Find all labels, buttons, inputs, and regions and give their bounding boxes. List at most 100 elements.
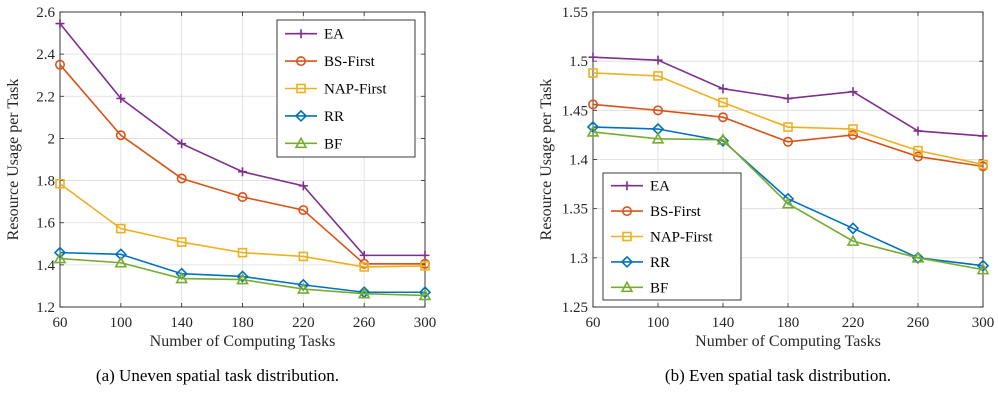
chart-a-legend-item: EA — [285, 27, 344, 43]
chart-b-caption: (b) Even spatial task distribution. — [665, 366, 891, 385]
chart-a-x-tick-label: 260 — [353, 315, 376, 331]
chart-b-data-point — [913, 145, 923, 156]
chart-b-data-point — [846, 234, 860, 246]
chart-a-data-point — [53, 251, 67, 264]
chart-b-data-point — [718, 84, 728, 94]
chart-a-legend-item: BS-First — [285, 54, 376, 70]
chart-b-series-bf — [586, 125, 990, 275]
chart-a-series-line — [59, 64, 425, 265]
chart-a-data-point — [296, 282, 310, 294]
chart-a-data-point — [55, 19, 65, 29]
chart-b-legend: EA BS-First NAP-First RR BF — [602, 172, 742, 301]
chart-a-y-tick-label: 1.4 — [36, 258, 55, 274]
chart-a-data-point — [418, 288, 432, 301]
chart-a-data-point — [418, 286, 432, 299]
chart-b-data-point — [846, 222, 860, 235]
chart-b-data-point — [781, 197, 795, 209]
chart-b-legend-label: BF — [650, 280, 668, 296]
chart-b-data-point — [783, 122, 793, 132]
chart-a-y-tick-label: 2.2 — [36, 89, 55, 105]
chart-b-data-point — [976, 259, 990, 272]
chart-b-legend-item: BS-First — [611, 204, 702, 220]
chart-a-legend-marker — [296, 29, 306, 39]
chart-a-x-axis-label: Number of Computing Tasks — [150, 333, 336, 350]
chart-b-legend-marker — [621, 206, 632, 217]
chart-a-x-tick-label: 140 — [170, 315, 193, 331]
chart-a-legend-marker — [294, 109, 308, 123]
chart-a-legend-label: NAP-First — [324, 82, 387, 98]
chart-b-legend-marker — [620, 280, 634, 293]
chart-b-data-point — [587, 99, 598, 110]
chart-b-series-line — [592, 72, 984, 166]
chart-a-y-tick-label: 1.2 — [36, 300, 55, 316]
chart-b-legend-label: RR — [650, 255, 670, 271]
chart-b-x-tick-label: 300 — [972, 315, 995, 331]
chart-a-y-tick-label: 2.6 — [36, 5, 55, 21]
chart-b-x-tick-label: 140 — [712, 315, 735, 331]
chart-a-legend-label: EA — [324, 27, 344, 43]
chart-a-data-point — [359, 250, 369, 260]
chart-b-y-tick-label: 1.55 — [562, 5, 588, 21]
chart-a-legend-marker — [295, 56, 306, 67]
chart-a-legend-item: NAP-First — [285, 82, 387, 98]
chart-a-legend-label: BF — [324, 136, 342, 152]
chart-b-x-tick-label: 60 — [586, 315, 601, 331]
chart-a-data-point — [115, 130, 126, 141]
chart-b-legend-item: NAP-First — [611, 230, 713, 246]
chart-b-y-axis-label: Resource Usage per Task — [538, 79, 555, 241]
chart-a-series-line — [59, 257, 426, 297]
chart-b-series-line — [592, 131, 984, 271]
chart-b-data-point — [653, 71, 663, 81]
chart-a-x-tick-label: 100 — [110, 315, 133, 331]
chart-a-data-point — [237, 247, 248, 258]
chart-a-data-point — [55, 178, 65, 189]
chart-a-x-tick-label: 300 — [414, 315, 437, 331]
chart-a-data-point — [175, 271, 189, 284]
chart-b-y-tick-label: 1.3 — [569, 251, 588, 267]
chart-a-data-point — [420, 250, 430, 260]
chart-a-x-tick-label: 220 — [292, 315, 315, 331]
chart-a-series-line — [59, 251, 425, 294]
chart-a-data-point — [53, 246, 67, 259]
chart-a-data-point — [238, 167, 247, 177]
chart-a-data-point — [236, 272, 249, 285]
chart-a-data-point — [298, 181, 308, 191]
chart-a-y-axis-label: Resource Usage per Task — [5, 79, 22, 241]
chart-b-y-tick-label: 1.45 — [562, 103, 588, 119]
chart-a-data-point — [176, 237, 187, 247]
chart-b-x-tick-label: 100 — [647, 315, 670, 331]
chart-a-data-point — [420, 261, 430, 271]
chart-b-data-point — [716, 133, 730, 145]
chart-b-legend-item: BF — [611, 280, 668, 296]
chart-b-data-point — [911, 251, 925, 263]
chart-a-data-point — [237, 192, 248, 203]
chart-b-legend-item: RR — [611, 255, 670, 271]
chart-b-x-axis-label: Number of Computing Tasks — [695, 333, 881, 350]
chart-b-data-point — [717, 112, 728, 123]
chart-a-data-point — [116, 223, 126, 234]
chart-b-y-tick-label: 1.25 — [562, 300, 588, 316]
chart-b-data-point — [718, 97, 728, 108]
chart-a-legend-item: RR — [285, 109, 344, 125]
chart-b-legend-label: BS-First — [650, 204, 702, 220]
chart-a-legend-marker — [294, 136, 308, 149]
chart-b-series-ea — [588, 52, 988, 141]
chart-a-data-point — [298, 251, 309, 262]
chart-a-axes-box — [59, 11, 426, 308]
chart-a-y-tick-label: 2 — [48, 131, 56, 147]
chart-b-data-point — [913, 126, 923, 136]
chart-a-series-line — [59, 183, 426, 268]
chart-a-series-ea — [55, 19, 430, 260]
chart-b-legend-label: EA — [650, 179, 670, 195]
chart-a-data-point — [116, 93, 126, 103]
chart-a-legend-marker — [296, 83, 306, 94]
chart-a-legend-item: BF — [285, 136, 342, 152]
chart-b-legend-label: NAP-First — [650, 230, 713, 246]
chart-b-data-point — [653, 55, 663, 65]
chart-b-data-point — [586, 125, 600, 137]
chart-b-data-point — [978, 159, 988, 170]
chart-a-data-point — [176, 173, 187, 184]
chart-b-data-point — [847, 129, 858, 140]
chart-b-x-tick-label: 220 — [842, 315, 865, 331]
